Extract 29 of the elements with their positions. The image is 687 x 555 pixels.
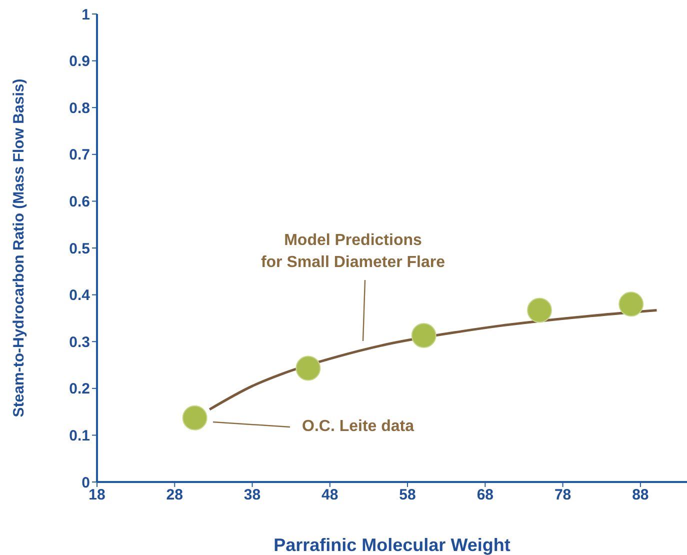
x-tick-label: 48 [322,486,338,504]
line-series [208,308,658,411]
x-tick-label: 18 [88,486,106,504]
y-axis-title: Steam-to-Hydrocarbon Ratio (Mass Flow Basis) [10,78,28,418]
y-tick-label: 0.5 [69,240,90,258]
y-tick-label: 0.7 [69,146,90,164]
y-tick-label: 1 [82,6,90,24]
point [182,405,208,430]
y-tick-label: 0.8 [69,100,90,117]
x-tick-label: 78 [554,486,572,504]
point [411,323,436,348]
x-axis-title: Parrafinic Molecular Weight [274,535,510,555]
y-tick-label: 0.9 [69,53,90,70]
x-tick-label: 28 [166,486,183,504]
x-tick-label: 38 [244,486,261,504]
annotation: O.C. Leite data [302,418,414,435]
y-tick-label: 0.1 [69,428,90,445]
annotation: Model Predictions for Small Diameter Flare [260,232,446,271]
x-tick-label: 88 [632,486,649,504]
y-tick-label: 0.2 [69,380,90,398]
point [618,292,644,317]
point [296,356,321,381]
y-tick-label: 0 [82,474,90,492]
y-tick-label: 0.4 [69,287,91,304]
point [527,298,552,323]
y-tick-label: 0.6 [69,194,90,211]
y-tick-label: 0.3 [69,334,90,351]
x-tick-label: 58 [399,486,416,504]
x-tick-label: 68 [476,486,494,504]
